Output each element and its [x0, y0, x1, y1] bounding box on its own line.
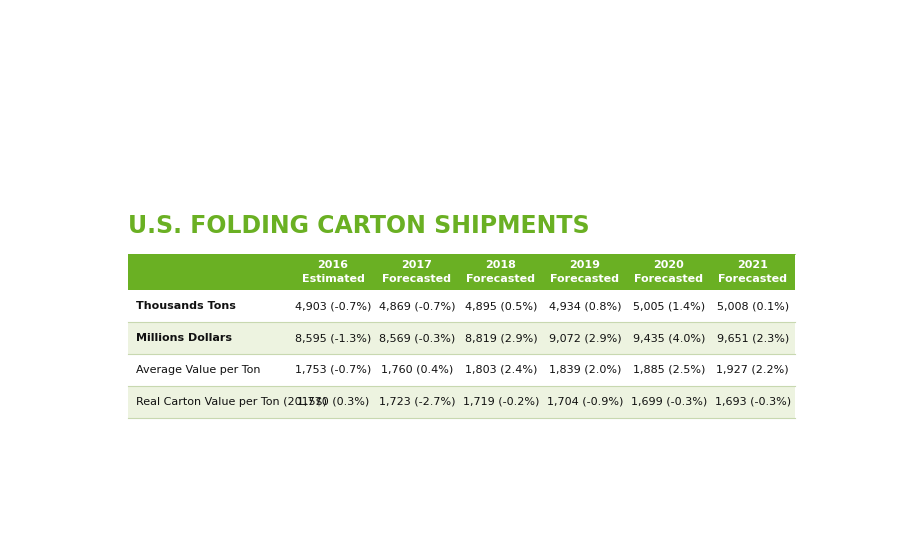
Text: 2017
Forecasted: 2017 Forecasted [382, 260, 452, 284]
Text: 1,803 (2.4%): 1,803 (2.4%) [464, 365, 537, 375]
Text: 9,651 (2.3%): 9,651 (2.3%) [716, 333, 788, 343]
Text: 1,839 (2.0%): 1,839 (2.0%) [549, 365, 621, 375]
Text: 8,595 (-1.3%): 8,595 (-1.3%) [295, 333, 371, 343]
Text: 2020
Forecasted: 2020 Forecasted [634, 260, 703, 284]
Text: 1,719 (-0.2%): 1,719 (-0.2%) [463, 397, 539, 406]
Bar [128, 255, 795, 290]
Text: 2018
Forecasted: 2018 Forecasted [466, 260, 536, 284]
Text: 1,723 (-2.7%): 1,723 (-2.7%) [379, 397, 455, 406]
Text: 4,934 (0.8%): 4,934 (0.8%) [549, 301, 621, 311]
Text: 5,008 (0.1%): 5,008 (0.1%) [716, 301, 788, 311]
Text: 1,699 (-0.3%): 1,699 (-0.3%) [631, 397, 706, 406]
Text: 4,895 (0.5%): 4,895 (0.5%) [464, 301, 537, 311]
Text: 4,869 (-0.7%): 4,869 (-0.7%) [379, 301, 455, 311]
Text: 5,005 (1.4%): 5,005 (1.4%) [633, 301, 705, 311]
Text: Thousands Tons: Thousands Tons [136, 301, 236, 311]
Text: 1,927 (2.2%): 1,927 (2.2%) [716, 365, 789, 375]
Text: 1,770 (0.3%): 1,770 (0.3%) [297, 397, 369, 406]
Text: Average Value per Ton: Average Value per Ton [136, 365, 261, 375]
Text: 9,072 (2.9%): 9,072 (2.9%) [548, 333, 621, 343]
Text: U.S. FOLDING CARTON SHIPMENTS: U.S. FOLDING CARTON SHIPMENTS [128, 213, 590, 238]
Bar [128, 290, 795, 322]
Text: 8,819 (2.9%): 8,819 (2.9%) [464, 333, 537, 343]
Text: Millions Dollars: Millions Dollars [136, 333, 232, 343]
Text: 9,435 (4.0%): 9,435 (4.0%) [633, 333, 705, 343]
Text: 2019
Forecasted: 2019 Forecasted [550, 260, 619, 284]
Text: 2021
Forecasted: 2021 Forecasted [718, 260, 788, 284]
Text: 4,903 (-0.7%): 4,903 (-0.7%) [295, 301, 371, 311]
Text: 1,704 (-0.9%): 1,704 (-0.9%) [546, 397, 623, 406]
Text: 1,760 (0.4%): 1,760 (0.4%) [381, 365, 453, 375]
Text: 1,885 (2.5%): 1,885 (2.5%) [633, 365, 705, 375]
Text: 1,693 (-0.3%): 1,693 (-0.3%) [715, 397, 791, 406]
Bar [128, 354, 795, 386]
Bar [128, 386, 795, 417]
Text: Real Carton Value per Ton (2015$): Real Carton Value per Ton (2015$) [136, 397, 328, 406]
Text: 2016
Estimated: 2016 Estimated [302, 260, 364, 284]
Bar [128, 322, 795, 354]
Text: 1,753 (-0.7%): 1,753 (-0.7%) [295, 365, 371, 375]
Text: 8,569 (-0.3%): 8,569 (-0.3%) [379, 333, 455, 343]
